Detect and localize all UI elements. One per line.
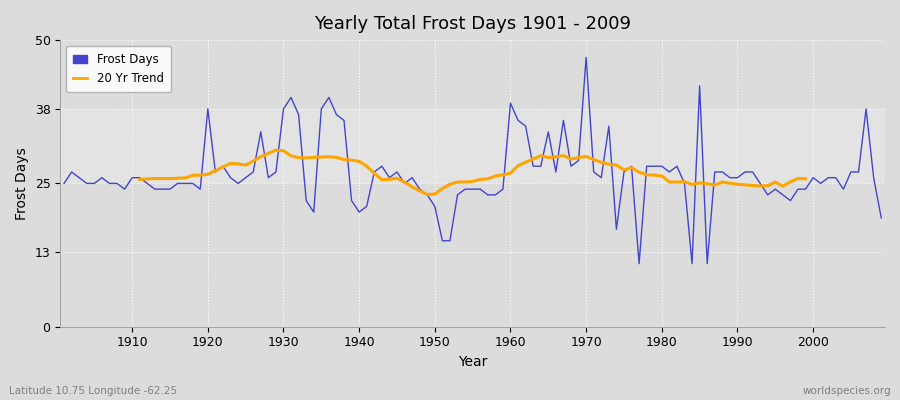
Frost Days [505,101,516,106]
X-axis label: Year: Year [458,355,487,369]
Frost Days [580,55,591,60]
Title: Yearly Total Frost Days 1901 - 2009: Yearly Total Frost Days 1901 - 2009 [314,15,631,33]
Frost Days [603,124,614,128]
Line: 20 Yr Trend: 20 Yr Trend [140,150,806,194]
Legend: Frost Days, 20 Yr Trend: Frost Days, 20 Yr Trend [67,46,171,92]
20 Yr Trend [271,148,282,152]
Frost Days [876,216,886,220]
Line: Frost Days: Frost Days [64,57,881,264]
20 Yr Trend [278,148,289,153]
Frost Days [498,187,508,192]
20 Yr Trend [422,192,433,197]
Bar [60,109,885,184]
Frost Days [331,112,342,117]
Text: worldspecies.org: worldspecies.org [803,386,891,396]
Text: Latitude 10.75 Longitude -62.25: Latitude 10.75 Longitude -62.25 [9,386,177,396]
20 Yr Trend [490,174,500,178]
20 Yr Trend [202,172,213,177]
Frost Days [285,95,296,100]
Y-axis label: Frost Days: Frost Days [15,147,29,220]
20 Yr Trend [134,177,145,182]
20 Yr Trend [740,182,751,187]
20 Yr Trend [800,176,811,181]
Frost Days [58,181,69,186]
20 Yr Trend [399,180,410,185]
Frost Days [119,187,130,192]
20 Yr Trend [218,164,229,169]
Frost Days [634,261,644,266]
